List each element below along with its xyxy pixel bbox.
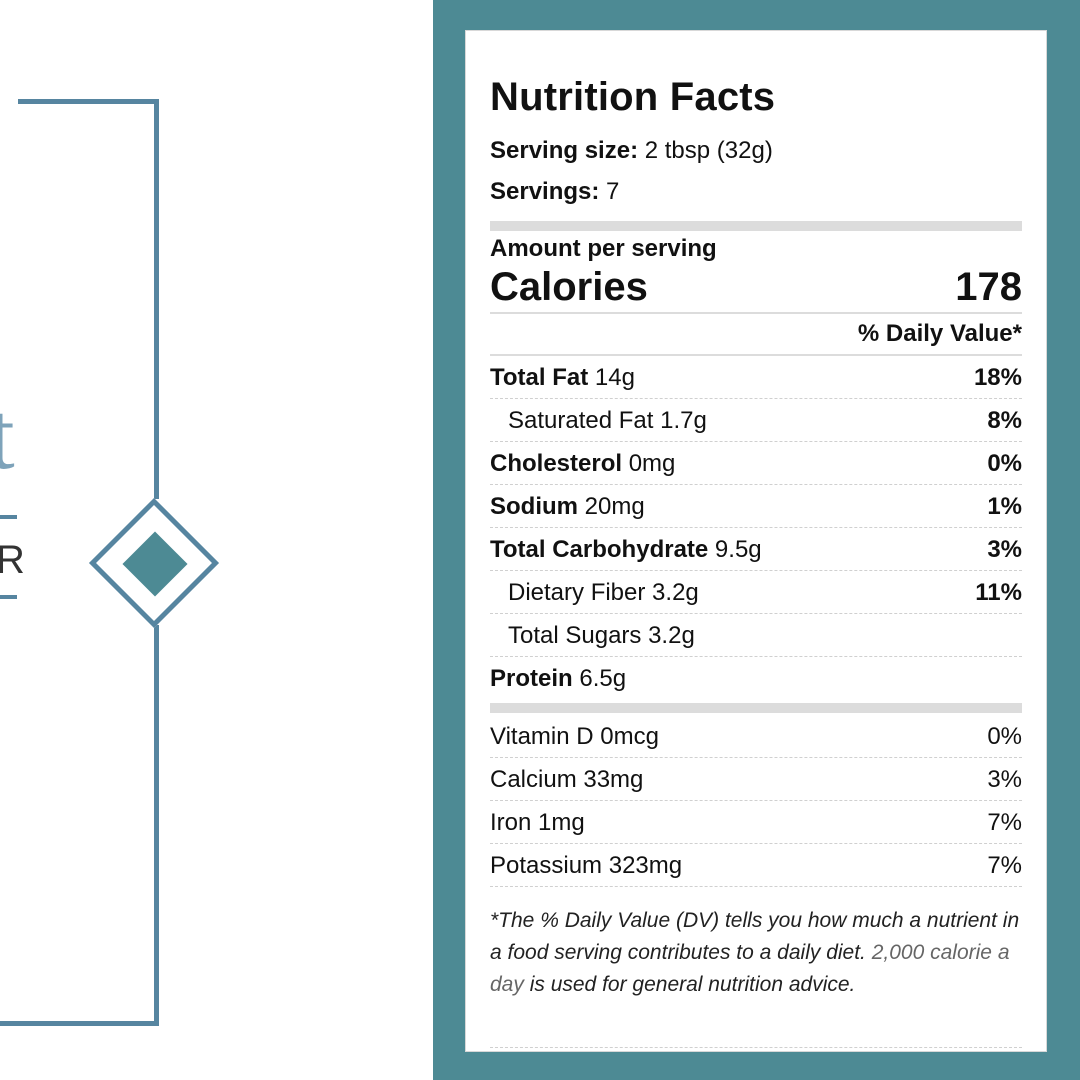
nutrient-amount: 14g (594, 364, 635, 391)
nutrient-dv: 18% (973, 364, 1022, 391)
nutrient-label: Cholesterol (490, 450, 623, 477)
nutrient-dv: 11% (975, 579, 1022, 606)
nutrient-label: Saturated Fat (508, 407, 654, 434)
vitamin-amount: 33mg (583, 766, 644, 793)
vitamin-dv: 0% (987, 723, 1022, 750)
nutrient-amount: 3.2g (648, 622, 695, 649)
nutrient-row-total-fat: Total Fat 14g 18% (490, 356, 1022, 399)
serving-size-label: Serving size: (490, 137, 639, 164)
cropped-title-text: t (0, 382, 15, 489)
nutrient-row-sodium: Sodium 20mg 1% (490, 485, 1022, 528)
vitamin-amount: 323mg (608, 852, 683, 879)
daily-value-header: % Daily Value* (857, 320, 1022, 347)
servings-value: 7 (606, 178, 620, 205)
frame-line-right-lower (154, 625, 159, 1025)
nutrition-card: Nutrition Facts Serving size: 2 tbsp (32… (433, 0, 1080, 1080)
footnote-calorie-link: 2,000 calorie a day (490, 941, 1010, 996)
nutrient-label: Sodium (490, 493, 578, 520)
nutrient-dv: 8% (987, 407, 1022, 434)
nutrient-label: Protein (490, 665, 573, 692)
vitamin-row-potassium: Potassium 323mg 7% (490, 844, 1022, 887)
vitamin-amount: 0mcg (600, 723, 659, 750)
vitamin-dv: 7% (987, 852, 1022, 879)
nutrient-amount: 20mg (584, 493, 645, 520)
calories-label: Calories (490, 265, 648, 309)
nutrient-label: Dietary Fiber (508, 579, 646, 606)
nutrient-dv: 3% (987, 536, 1022, 563)
frame-line-right-upper (154, 99, 159, 499)
nutrient-amount: 3.2g (652, 579, 699, 606)
vitamin-row-vitamin-d: Vitamin D 0mcg 0% (490, 715, 1022, 758)
nutrient-row-total-carbohydrate: Total Carbohydrate 9.5g 3% (490, 528, 1022, 571)
calories-value: 178 (955, 265, 1022, 309)
vitamin-amount: 1mg (538, 809, 585, 836)
nutrient-label: Total Fat (490, 364, 589, 391)
nutrition-label-panel: Nutrition Facts Serving size: 2 tbsp (32… (465, 30, 1047, 1052)
frame-line-bottom (0, 1021, 159, 1026)
nutrient-dv: 0% (987, 450, 1022, 477)
daily-value-footnote: *The % Daily Value (DV) tells you how mu… (490, 905, 1022, 1001)
vitamin-label: Potassium (490, 852, 603, 879)
footnote-text-end: is used for general nutrition advice. (529, 973, 856, 996)
nutrient-row-cholesterol: Cholesterol 0mg 0% (490, 442, 1022, 485)
nutrient-amount: 9.5g (714, 536, 762, 563)
amount-per-serving: Amount per serving (490, 235, 717, 262)
cropped-subtitle-text: R (0, 538, 25, 582)
vitamin-label: Vitamin D (490, 723, 594, 750)
footnote-text: *The % Daily Value (DV) tells you how mu… (490, 909, 1020, 964)
nutrient-row-dietary-fiber: Dietary Fiber 3.2g 11% (490, 571, 1022, 614)
vitamin-label: Iron (490, 809, 532, 836)
nutrient-dv: 1% (987, 493, 1022, 520)
nutrient-row-protein: Protein 6.5g (490, 657, 1022, 700)
servings-label: Servings: (490, 178, 600, 205)
nutrient-row-saturated-fat: Saturated Fat 1.7g 8% (490, 399, 1022, 442)
frame-line-top (18, 99, 159, 104)
footnote-divider (490, 1047, 1022, 1048)
vitamin-dv: 3% (987, 766, 1022, 793)
servings: Servings: 7 (490, 178, 619, 206)
nutrient-amount: 1.7g (660, 407, 707, 434)
vitamin-row-calcium: Calcium 33mg 3% (490, 758, 1022, 801)
daily-value-divider (490, 354, 1022, 356)
serving-size: Serving size: 2 tbsp (32g) (490, 137, 773, 165)
vitamin-label: Calcium (490, 766, 577, 793)
vitamin-row-iron: Iron 1mg 7% (490, 801, 1022, 844)
thick-divider (490, 221, 1022, 231)
nutrient-label: Total Carbohydrate (490, 536, 709, 563)
vitamin-dv: 7% (987, 809, 1022, 836)
nutrition-title: Nutrition Facts (490, 75, 776, 119)
nutrient-label: Total Sugars (508, 622, 642, 649)
nutrient-row-total-sugars: Total Sugars 3.2g (490, 614, 1022, 657)
title-divider (0, 515, 17, 519)
nutrient-amount: 0mg (628, 450, 676, 477)
subtitle-divider (0, 595, 17, 599)
thick-divider-vitamins (490, 703, 1022, 713)
serving-size-value: 2 tbsp (32g) (644, 137, 773, 164)
nutrient-amount: 6.5g (579, 665, 627, 692)
calories-divider (490, 312, 1022, 314)
